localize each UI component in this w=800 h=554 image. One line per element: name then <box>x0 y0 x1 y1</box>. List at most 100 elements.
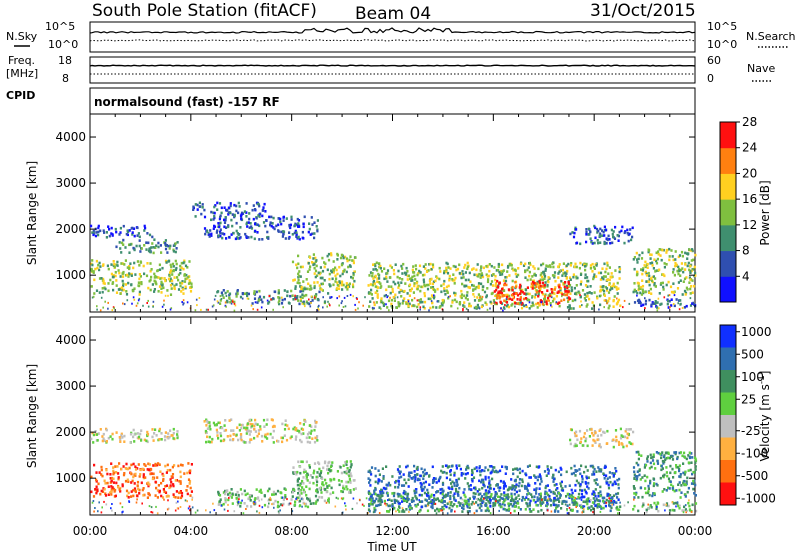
data-cell <box>297 299 300 302</box>
data-cell <box>396 275 399 279</box>
data-cell <box>105 440 108 443</box>
data-cell <box>600 507 603 510</box>
data-cell <box>378 306 381 309</box>
data-cell <box>524 270 527 273</box>
data-cell <box>107 267 110 271</box>
data-cell <box>471 479 474 483</box>
data-cell <box>105 428 108 432</box>
data-cell <box>375 261 378 265</box>
data-cell <box>170 481 173 484</box>
data-cell <box>494 498 497 501</box>
data-cell <box>102 279 105 283</box>
data-cell <box>291 233 294 236</box>
data-cell <box>243 210 246 213</box>
data-cell <box>676 455 679 459</box>
data-cell <box>519 283 522 287</box>
data-cell <box>539 492 542 496</box>
data-cell <box>453 484 456 487</box>
noise-cell <box>281 504 284 507</box>
data-cell <box>218 421 221 425</box>
data-cell <box>605 242 608 245</box>
data-cell <box>534 475 537 479</box>
data-cell <box>613 285 617 289</box>
data-cell <box>243 441 246 444</box>
data-cell <box>277 289 280 292</box>
data-cell <box>632 508 635 511</box>
data-cell <box>636 258 639 261</box>
noise-cell <box>487 508 490 511</box>
data-cell <box>284 488 287 491</box>
data-cell <box>110 490 113 494</box>
data-cell <box>132 494 135 498</box>
data-cell <box>518 467 521 471</box>
data-cell <box>316 488 319 491</box>
data-cell <box>633 504 636 508</box>
data-cell <box>386 269 390 272</box>
data-cell <box>180 463 183 467</box>
data-cell <box>460 293 463 296</box>
data-cell <box>685 304 688 308</box>
data-cell <box>603 234 606 237</box>
data-cell <box>168 247 171 250</box>
noise-cell <box>146 302 148 304</box>
data-cell <box>665 263 668 266</box>
data-cell <box>291 490 295 494</box>
data-cell <box>147 492 150 495</box>
data-cell <box>557 510 560 513</box>
data-cell <box>178 491 181 495</box>
noise-cell <box>177 500 179 503</box>
data-cell <box>160 251 163 254</box>
noise-cell <box>546 505 548 508</box>
data-cell <box>171 282 174 286</box>
data-cell <box>351 276 354 280</box>
data-cell <box>661 451 664 454</box>
data-cell <box>540 275 544 279</box>
data-cell <box>398 493 401 496</box>
data-cell <box>648 278 651 281</box>
noise-cell <box>163 498 165 501</box>
data-cell <box>227 211 230 214</box>
data-cell <box>504 498 507 501</box>
data-cell <box>251 302 254 305</box>
noise-cell <box>141 502 143 505</box>
data-cell <box>157 276 160 279</box>
data-cell <box>510 293 514 297</box>
data-cell <box>438 508 441 512</box>
data-cell <box>451 299 454 302</box>
data-cell <box>553 292 556 295</box>
noise-cell <box>231 299 234 302</box>
data-cell <box>102 432 105 436</box>
data-cell <box>531 287 534 290</box>
data-cell <box>584 273 587 276</box>
data-cell <box>585 305 588 308</box>
data-cell <box>494 282 498 285</box>
data-cell <box>431 486 434 489</box>
data-cell <box>583 495 586 499</box>
data-cell <box>210 232 213 236</box>
data-cell <box>390 304 393 308</box>
data-cell <box>219 221 222 225</box>
data-cell <box>504 465 507 469</box>
data-cell <box>334 280 337 283</box>
noise-cell <box>196 509 199 512</box>
data-cell <box>684 495 687 498</box>
data-cell <box>121 484 124 488</box>
data-cell <box>250 505 253 508</box>
data-cell <box>141 467 144 471</box>
data-cell <box>205 424 208 427</box>
data-cell <box>175 262 178 266</box>
noise-cell <box>377 297 379 299</box>
data-cell <box>446 271 450 275</box>
data-cell <box>416 273 419 277</box>
data-cell <box>420 285 423 289</box>
data-cell <box>443 279 446 283</box>
data-cell <box>302 488 305 492</box>
data-cell <box>284 423 287 427</box>
noise-cell <box>344 502 346 505</box>
data-cell <box>593 291 596 294</box>
data-cell <box>648 298 651 302</box>
data-cell <box>514 280 517 284</box>
data-cell <box>223 221 227 224</box>
data-cell <box>240 426 243 430</box>
